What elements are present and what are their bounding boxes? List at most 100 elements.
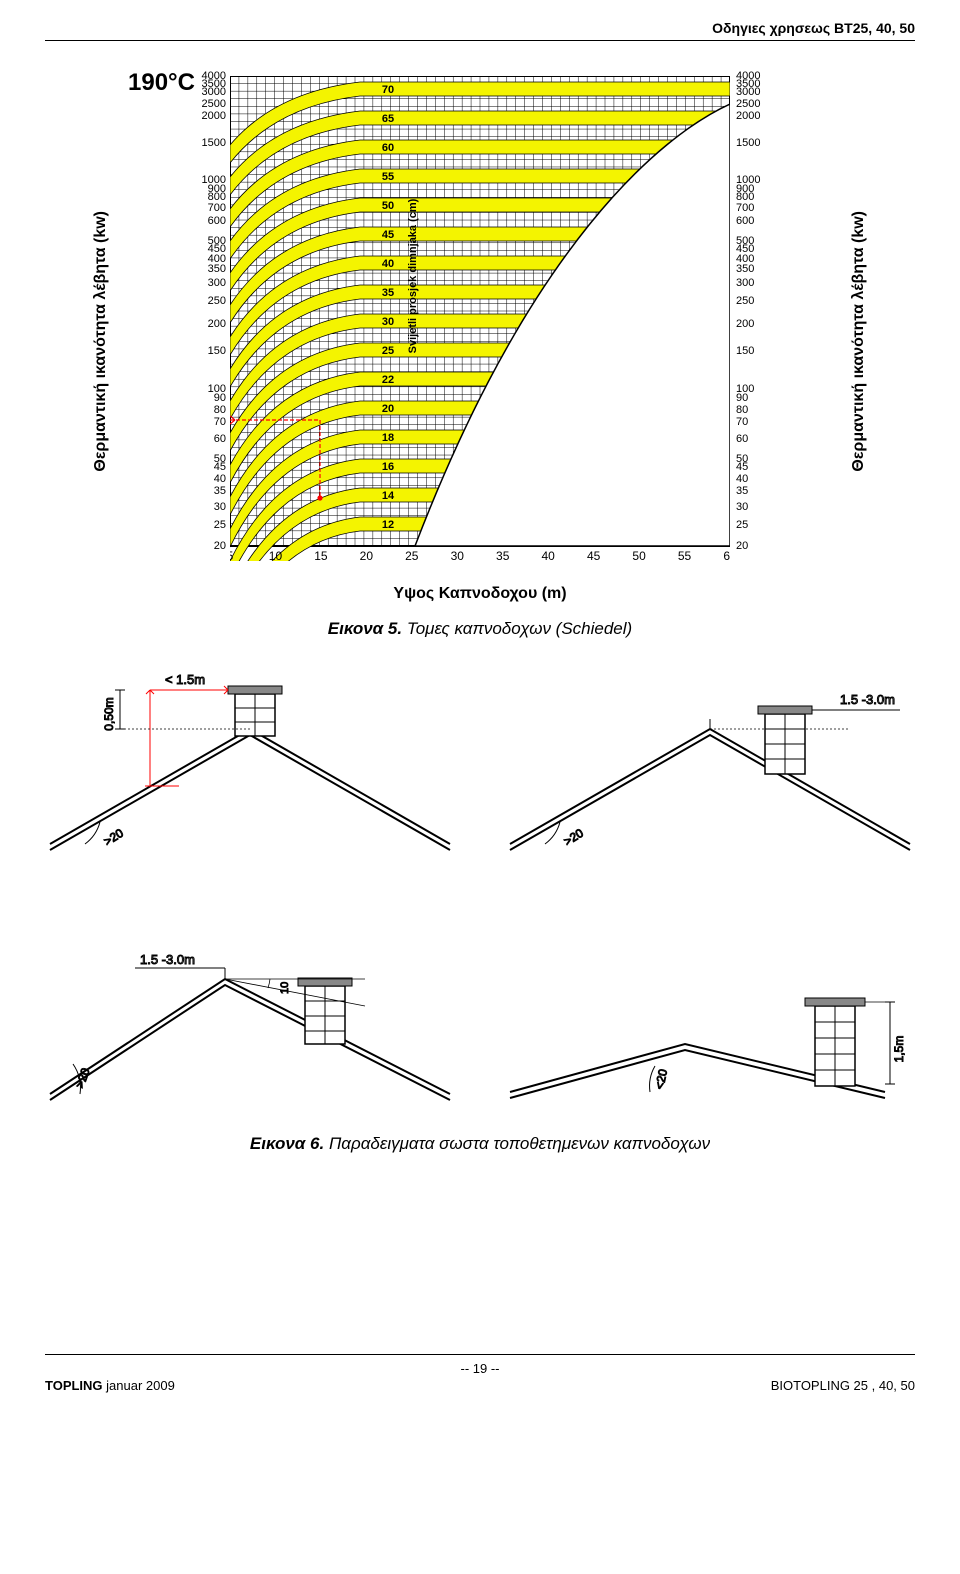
y-tick-right: 25 (736, 520, 772, 531)
x-tick-bottom: 10 (269, 549, 283, 561)
svg-text:18: 18 (382, 432, 394, 444)
y-tick-right: 700 (736, 203, 772, 214)
y-tick-left: 200 (190, 319, 226, 330)
roof-diagram-1: < 1.5m 0,50m >20 (45, 674, 455, 854)
header-right-text: Οδηγιες χρησεως BT25, 40, 50 (45, 20, 915, 36)
svg-text:55: 55 (382, 171, 394, 183)
svg-text:20: 20 (382, 403, 394, 415)
y-tick-left: 600 (190, 216, 226, 227)
footer-left-rest: januar 2009 (103, 1378, 175, 1393)
roof2-dim: 1.5 -3.0m (840, 692, 895, 707)
chart-center-label: Svijetli prosjek dimnjaka (cm) (407, 198, 419, 353)
svg-text:22: 22 (382, 374, 394, 386)
svg-text:16: 16 (382, 461, 394, 473)
footer-left: TOPLING januar 2009 (45, 1378, 175, 1393)
svg-text:65: 65 (382, 113, 394, 125)
y-tick-right: 3000 (736, 87, 772, 98)
y-tick-right: 60 (736, 434, 772, 445)
page-number: -- 19 -- (45, 1361, 915, 1376)
y-tick-left: 90 (190, 393, 226, 404)
caption6-italic: Παραδειγματα σωστα τοποθετημενων καπνοδο… (329, 1134, 710, 1153)
y-tick-right: 40 (736, 474, 772, 485)
page-footer: -- 19 -- TOPLING januar 2009 BIOTOPLING … (45, 1354, 915, 1393)
roof1-dim-height: 0,50m (102, 697, 116, 730)
roof1-angle: >20 (101, 826, 126, 849)
y-tick-left: 60 (190, 434, 226, 445)
roof4-dim-height: 1,5m (892, 1036, 906, 1063)
y-tick-right: 35 (736, 486, 772, 497)
y-tick-left: 25 (190, 520, 226, 531)
svg-text:40: 40 (382, 258, 394, 270)
caption6-bold: Εικονα 6. (250, 1134, 324, 1153)
caption5-italic: Τομες καπνοδοχων (Schiedel) (407, 619, 632, 638)
y-tick-left: 30 (190, 502, 226, 513)
y-tick-right: 2500 (736, 99, 772, 110)
y-tick-left: 350 (190, 264, 226, 275)
y-tick-right: 80 (736, 405, 772, 416)
svg-text:60: 60 (382, 142, 394, 154)
y-tick-right: 200 (736, 319, 772, 330)
x-tick-bottom: 35 (496, 549, 510, 561)
y-tick-right: 350 (736, 264, 772, 275)
y-tick-right: 1500 (736, 138, 772, 149)
x-tick-bottom: 60 (723, 549, 730, 561)
y-tick-left: 45 (190, 462, 226, 473)
y-tick-right: 300 (736, 278, 772, 289)
y-tick-right: 600 (736, 216, 772, 227)
x-tick-bottom: 30 (451, 549, 465, 561)
y-tick-left: 80 (190, 405, 226, 416)
y-tick-left: 20 (190, 541, 226, 552)
roof3-dim: 1.5 -3.0m (140, 952, 195, 967)
figure-6-caption: Εικονα 6. Παραδειγματα σωστα τοποθετημεν… (45, 1134, 915, 1154)
roof-diagrams: < 1.5m 0,50m >20 (45, 674, 915, 1104)
y-tick-left: 150 (190, 346, 226, 357)
footer-right: BIOTOPLING 25 , 40, 50 (771, 1378, 915, 1393)
y-tick-left: 300 (190, 278, 226, 289)
caption5-bold: Εικονα 5. (328, 619, 402, 638)
y-tick-left: 3000 (190, 87, 226, 98)
roof2-angle: >20 (561, 826, 586, 849)
x-axis-label: Υψος Καπνοδοχου (m) (100, 585, 860, 603)
y-tick-right: 30 (736, 502, 772, 513)
x-tick-bottom: 20 (360, 549, 374, 561)
x-tick-bottom: 55 (678, 549, 692, 561)
svg-text:25: 25 (382, 345, 394, 357)
y-tick-left: 40 (190, 474, 226, 485)
y-tick-right: 70 (736, 417, 772, 428)
y-tick-left: 2500 (190, 99, 226, 110)
chimney-chart: 190°C Θερμαντική ικανότητα λέβητα (kw) Θ… (100, 61, 860, 601)
roof3-angle-10: 10 (279, 982, 291, 994)
y-tick-left: 1500 (190, 138, 226, 149)
x-tick-bottom: 15 (314, 549, 328, 561)
figure-5-caption: Εικονα 5. Τομες καπνοδοχων (Schiedel) (45, 619, 915, 639)
footer-divider (45, 1354, 915, 1355)
svg-text:30: 30 (382, 316, 394, 328)
chart-plot-svg: 70 65 60 55 50 45 40 35 30 25 22 20 18 16 14 12 Svijetl… (230, 76, 730, 561)
y-tick-right: 20 (736, 541, 772, 552)
temperature-label: 190°C (128, 69, 195, 97)
y-axis-label-left: Θερμαντική ικανότητα λέβητα (kw) (92, 211, 110, 472)
svg-text:14: 14 (382, 490, 395, 502)
svg-text:45: 45 (382, 229, 394, 241)
page: Οδηγιες χρησεως BT25, 40, 50 190°C Θερμα… (0, 0, 960, 1423)
y-tick-left: 250 (190, 296, 226, 307)
y-tick-left: 2000 (190, 111, 226, 122)
y-tick-right: 150 (736, 346, 772, 357)
svg-text:35: 35 (382, 287, 394, 299)
header-divider (45, 40, 915, 41)
svg-text:12: 12 (382, 519, 394, 531)
roof-diagram-4: 1,5m <20 (505, 924, 915, 1104)
y-tick-left: 70 (190, 417, 226, 428)
y-tick-right: 250 (736, 296, 772, 307)
y-tick-right: 45 (736, 462, 772, 473)
y-axis-label-right: Θερμαντική ικανότητα λέβητα (kw) (850, 211, 868, 472)
y-tick-right: 90 (736, 393, 772, 404)
roof4-angle: <20 (652, 1067, 670, 1090)
svg-text:50: 50 (382, 200, 394, 212)
svg-text:70: 70 (382, 84, 394, 96)
x-tick-bottom: 50 (632, 549, 646, 561)
x-tick-bottom: 5 (230, 549, 234, 561)
y-tick-left: 700 (190, 203, 226, 214)
x-tick-bottom: 45 (587, 549, 601, 561)
y-tick-left: 35 (190, 486, 226, 497)
